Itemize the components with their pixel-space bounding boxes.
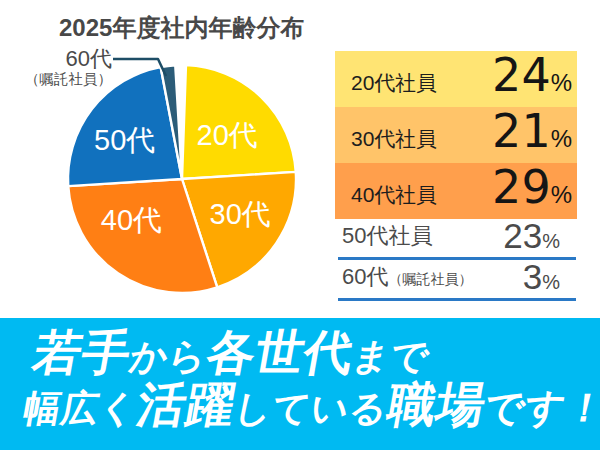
banner-line-2: 幅広く活躍している職場です！ (20, 379, 600, 431)
legend-row-value: 23% (503, 216, 560, 256)
banner-text: 若手から各世代まで 幅広く活躍している職場です！ (20, 327, 600, 431)
legend-row-value: 21% (492, 104, 572, 158)
banner-text-segment: 若手 (29, 327, 135, 379)
legend-row-sublabel: （嘱託社員） (388, 271, 472, 287)
banner-text-segment: から (125, 331, 211, 383)
banner-line-1: 若手から各世代まで (29, 327, 600, 379)
banner-text-segment: 各世代 (203, 327, 358, 379)
legend-row-30代社員: 30代社員 21% (335, 107, 577, 163)
pie-label-30代: 30代 (210, 198, 271, 230)
legend-row-60代: 60代（嘱託社員） 3% (338, 260, 576, 301)
legend-row-number: 29 (492, 160, 551, 214)
legend-row-percent-sign: % (542, 271, 560, 293)
legend-row-40代社員: 40代社員 29% (335, 163, 577, 219)
banner-text-segment: している (230, 383, 393, 435)
legend-row-number: 21 (492, 104, 551, 158)
legend-row-value: 24% (492, 48, 572, 102)
legend-row-50代社員: 50代社員 23% (338, 219, 576, 260)
infographic-page: 2025年度社内年齢分布 60代 （嘱託社員） 20代30代40代50代 20代… (0, 0, 600, 450)
legend-table: 20代社員24%30代社員21%40代社員29%50代社員23%60代（嘱託社員… (335, 51, 577, 301)
banner-text-segment: です！ (480, 382, 600, 434)
legend-row-label: 20代社員 (351, 69, 437, 97)
banner-text-segment: 職場 (384, 379, 490, 431)
legend-row-percent-sign: % (542, 230, 560, 252)
legend-row-number: 23 (503, 216, 542, 255)
legend-row-label: 40代社員 (351, 181, 437, 209)
legend-row-number: 3 (523, 257, 542, 296)
pie-label-40代: 40代 (101, 204, 162, 236)
legend-row-label: 30代社員 (351, 125, 437, 153)
banner-text-segment: 活躍 (133, 379, 239, 431)
legend-row-value: 29% (492, 160, 572, 214)
legend-row-label: 50代社員 (342, 221, 432, 251)
bottom-banner: 若手から各世代まで 幅広く活躍している職場です！ (0, 318, 600, 450)
banner-text-segment: 幅広く (19, 383, 142, 435)
pie-label-20代: 20代 (197, 119, 258, 151)
legend-row-percent-sign: % (551, 125, 572, 152)
legend-row-percent-sign: % (551, 181, 572, 208)
legend-row-20代社員: 20代社員 24% (335, 51, 577, 107)
legend-row-percent-sign: % (551, 69, 572, 96)
pie-label-50代: 50代 (94, 124, 155, 156)
legend-row-number: 24 (492, 48, 551, 102)
legend-row-value: 3% (523, 257, 560, 297)
banner-text-segment: まで (348, 331, 434, 383)
legend-row-label: 60代（嘱託社員） (342, 262, 472, 292)
